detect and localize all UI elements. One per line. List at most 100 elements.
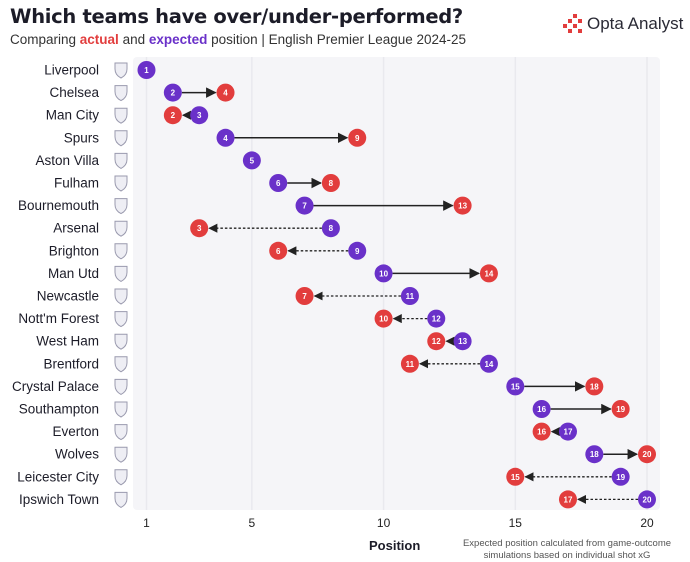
subtitle-actual-word: actual — [79, 32, 119, 47]
team-label: Newcastle — [37, 289, 99, 304]
actual-position-label: 20 — [643, 450, 652, 459]
team-label: Bournemouth — [18, 198, 99, 213]
expected-position-label: 18 — [590, 450, 599, 459]
team-label: Southampton — [19, 402, 99, 417]
team-crest-icon — [114, 85, 128, 102]
team-label: Everton — [52, 424, 99, 439]
actual-position-label: 16 — [537, 428, 546, 437]
x-tick-label: 1 — [143, 516, 150, 530]
expected-position-dot — [453, 332, 472, 351]
expected-position-dot — [216, 128, 235, 147]
actual-position-label: 10 — [379, 315, 388, 324]
actual-position-dot — [321, 174, 340, 192]
team-label: Man Utd — [48, 266, 99, 281]
expected-position-label: 1 — [144, 66, 149, 75]
team-crest-icon — [114, 220, 128, 237]
expected-position-dot — [321, 219, 340, 238]
team-crest-icon — [114, 424, 128, 441]
actual-position-label: 9 — [355, 134, 360, 143]
actual-position-label: 2 — [171, 111, 176, 120]
subtitle-prefix: Comparing — [10, 32, 80, 47]
chart-title: Which teams have over/under-performed? — [10, 5, 463, 28]
actual-position-label: 7 — [302, 292, 307, 301]
x-tick-label: 10 — [377, 516, 391, 530]
team-label: Ipswich Town — [19, 492, 99, 507]
team-crest-icon — [114, 288, 128, 305]
actual-position-label: 4 — [223, 89, 228, 98]
expected-position-dot — [348, 241, 367, 260]
expected-position-label: 2 — [171, 89, 176, 98]
expected-position-dot — [479, 354, 498, 373]
actual-position-dot — [453, 196, 472, 215]
expected-position-dot — [269, 174, 288, 192]
expected-position-dot — [638, 490, 656, 509]
expected-position-dot — [611, 467, 630, 486]
expected-position-dot — [400, 287, 419, 305]
team-crest-icon — [114, 469, 128, 486]
actual-position-dot — [479, 264, 498, 283]
actual-position-dot — [400, 354, 419, 373]
expected-position-label: 14 — [484, 360, 493, 369]
team-crest-icon — [114, 130, 128, 147]
team-crest-icon — [114, 62, 128, 79]
x-tick-label: 15 — [509, 516, 523, 530]
actual-position-dot — [611, 400, 630, 418]
expected-position-dot — [137, 61, 156, 79]
subtitle-and: and — [118, 32, 149, 47]
actual-position-label: 14 — [484, 269, 493, 278]
team-label: Man City — [46, 108, 100, 123]
actual-position-dot — [427, 332, 446, 351]
team-crest-icon — [114, 243, 128, 260]
team-label: Spurs — [64, 130, 100, 145]
expected-position-label: 6 — [276, 179, 281, 188]
expected-position-dot — [295, 196, 314, 215]
actual-position-dot — [638, 445, 656, 464]
expected-position-label: 12 — [432, 315, 441, 324]
team-crest-icon — [114, 198, 128, 215]
actual-position-dot — [269, 241, 288, 260]
actual-position-label: 15 — [511, 473, 520, 482]
team-crest-icon — [114, 446, 128, 463]
expected-position-label: 15 — [511, 382, 520, 391]
team-label: Aston Villa — [35, 153, 99, 168]
expected-position-dot — [506, 377, 525, 396]
expected-position-dot — [242, 151, 261, 170]
actual-position-label: 11 — [406, 360, 415, 369]
team-label: Leicester City — [17, 469, 99, 484]
team-label: Chelsea — [49, 85, 99, 100]
expected-position-dot — [374, 264, 393, 283]
actual-position-label: 17 — [564, 495, 573, 504]
actual-position-label: 19 — [616, 405, 625, 414]
expected-position-dot — [163, 83, 182, 102]
expected-position-label: 11 — [406, 292, 415, 301]
team-crest-icon — [114, 333, 128, 350]
team-label: Fulham — [54, 176, 99, 191]
team-crest-icon — [114, 265, 128, 282]
expected-position-label: 8 — [329, 224, 334, 233]
team-crest-icon — [114, 152, 128, 169]
expected-position-dot — [585, 445, 604, 464]
team-crest-icon — [114, 311, 128, 328]
actual-position-dot — [163, 106, 182, 125]
actual-position-label: 8 — [329, 179, 334, 188]
team-label: Crystal Palace — [12, 379, 99, 394]
x-tick-label: 5 — [249, 516, 256, 530]
x-tick-label: 20 — [640, 516, 654, 530]
actual-position-dot — [374, 309, 393, 328]
team-crest-icon — [114, 491, 128, 508]
expected-position-label: 4 — [223, 134, 228, 143]
subtitle-suffix: position | English Premier League 2024-2… — [207, 32, 467, 47]
actual-position-dot — [216, 83, 235, 102]
expected-position-label: 9 — [355, 247, 360, 256]
actual-position-dot — [295, 287, 314, 305]
team-label: Brentford — [43, 356, 99, 371]
expected-position-label: 13 — [458, 337, 467, 346]
plot-background — [133, 57, 660, 510]
x-axis-label: Position — [369, 538, 421, 553]
expected-position-label: 10 — [379, 269, 388, 278]
actual-position-dot — [532, 422, 551, 441]
brand-name: Opta Analyst — [587, 14, 684, 33]
expected-position-label: 17 — [564, 428, 573, 437]
